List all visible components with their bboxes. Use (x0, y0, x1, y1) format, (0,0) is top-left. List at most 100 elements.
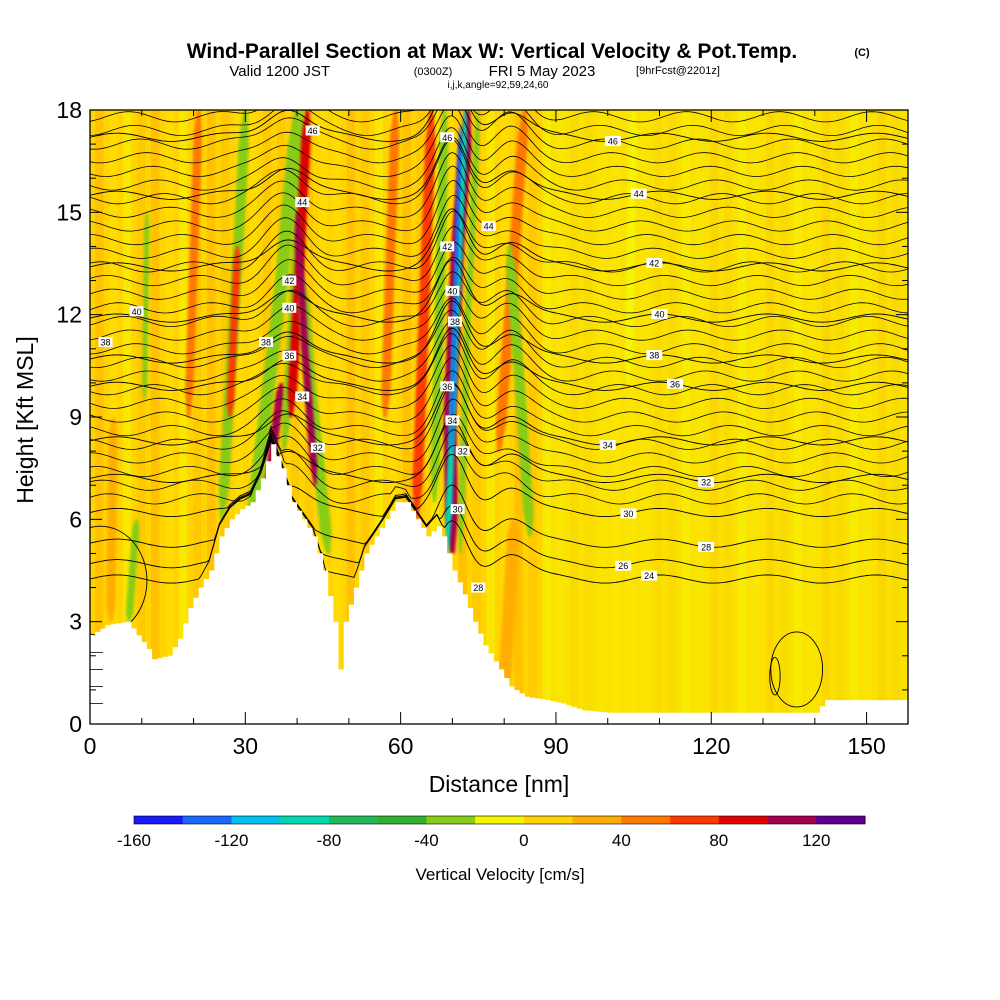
field-streak (626, 110, 635, 724)
field-streak (724, 110, 733, 724)
contour-label-bg (440, 241, 455, 252)
velocity-band (245, 110, 301, 554)
isentrope-line (90, 139, 908, 205)
contour-label: 32 (701, 478, 711, 488)
field-streak (234, 110, 244, 724)
field-streak (654, 110, 663, 724)
field-streak (794, 110, 803, 724)
contour-label-bg (295, 197, 310, 208)
contour-label: 40 (284, 303, 294, 313)
isentrope-line (90, 333, 908, 396)
contour-label-bg (259, 336, 274, 347)
isentrope-line (90, 259, 908, 323)
isentrope-line (90, 152, 908, 218)
colorbar-swatch (231, 816, 281, 824)
contour-label: 46 (442, 133, 452, 143)
contour-label-bg (620, 508, 637, 519)
contour-label: 32 (458, 447, 468, 457)
colorbar-swatch (377, 816, 427, 824)
field-streak (207, 110, 216, 724)
isentrope-line (90, 357, 908, 423)
field-streak (850, 110, 859, 724)
isentrope-line (90, 210, 908, 273)
isentrope-line (90, 195, 908, 259)
contour-label: 34 (297, 392, 307, 402)
contour-label-bg (481, 220, 496, 231)
field-streak (780, 110, 789, 724)
velocity-band (430, 110, 449, 503)
isentrope-line (90, 110, 908, 123)
subterrain-contours (90, 651, 103, 704)
isentrope-line (90, 309, 908, 368)
field-streak (863, 110, 873, 724)
contour-label-bg (455, 446, 470, 457)
isentrope-line (90, 327, 908, 391)
field-streak (193, 110, 202, 724)
isentrope-line (90, 271, 908, 327)
contour-label: 38 (450, 317, 460, 327)
isentrope-line (90, 398, 908, 464)
contour-label: 38 (261, 337, 271, 347)
x-tick-label: 30 (233, 733, 259, 759)
valid-zulu-label: (0300Z) (414, 66, 453, 78)
contour-labels: 24 26 28 30 32 34 36 38 40 42 44 46 40 38 38 36 40 42 44 46… (98, 125, 715, 593)
velocity-band (185, 110, 202, 417)
velocity-band (294, 212, 318, 486)
isentrope-line (90, 110, 908, 137)
contour-label: 40 (447, 286, 457, 296)
contour-label-bg (646, 350, 663, 361)
contour-label: 28 (701, 542, 711, 552)
field-streak (556, 110, 565, 724)
colorbar-tick-label: 40 (612, 831, 631, 850)
closed-contour (770, 631, 824, 708)
isentrope-line (90, 241, 908, 300)
colorbar-tick-label: 80 (709, 831, 728, 850)
velocity-band (226, 246, 241, 417)
isentrope-line (90, 321, 908, 382)
colorbar-tick-label: -160 (117, 831, 151, 850)
contour-label: 42 (649, 258, 659, 268)
field-streak (388, 110, 398, 724)
contour-label-bg (447, 316, 462, 327)
contour-label: 30 (453, 505, 463, 515)
y-axis-title: Height [Kft MSL] (12, 336, 38, 503)
contour-label-bg (651, 308, 668, 319)
contour-label: 34 (447, 416, 457, 426)
velocity-band (142, 212, 150, 400)
contour-label-bg (129, 306, 144, 317)
x-axis-title: Distance [nm] (429, 771, 570, 797)
field-streak (179, 110, 188, 724)
contour-label: 32 (313, 443, 323, 453)
contour-label-bg (305, 125, 320, 136)
field-streak (137, 110, 146, 724)
isentrope-line (90, 136, 908, 200)
y-tick-label: 6 (69, 506, 82, 532)
y-tick-label: 3 (69, 609, 82, 635)
contour-label-bg (471, 582, 486, 593)
colorbar-swatch (134, 816, 184, 824)
isentrope-line (90, 127, 908, 191)
isentrope-line (90, 384, 908, 450)
field-streak (318, 110, 328, 724)
field-streak (165, 110, 174, 724)
contour-label: 36 (670, 379, 680, 389)
colorbar-tick-label: -120 (214, 831, 248, 850)
x-tick-label: 0 (84, 733, 97, 759)
contour-label-bg (604, 135, 621, 146)
y-tick-label: 18 (56, 97, 82, 123)
contour-label-bg (667, 378, 684, 389)
field-streak (598, 110, 607, 724)
colorbar-tick-label: -80 (317, 831, 342, 850)
isentrope-line (90, 419, 908, 483)
isentrope-line (90, 300, 908, 364)
contour-label: 30 (623, 509, 633, 519)
field-streak (528, 110, 537, 724)
field-streak (374, 110, 384, 724)
isentrope-line (90, 435, 908, 518)
velocity-band (412, 110, 436, 520)
isentrope-line (90, 297, 908, 355)
isentrope-line (90, 165, 908, 232)
contour-label: 44 (484, 221, 494, 231)
